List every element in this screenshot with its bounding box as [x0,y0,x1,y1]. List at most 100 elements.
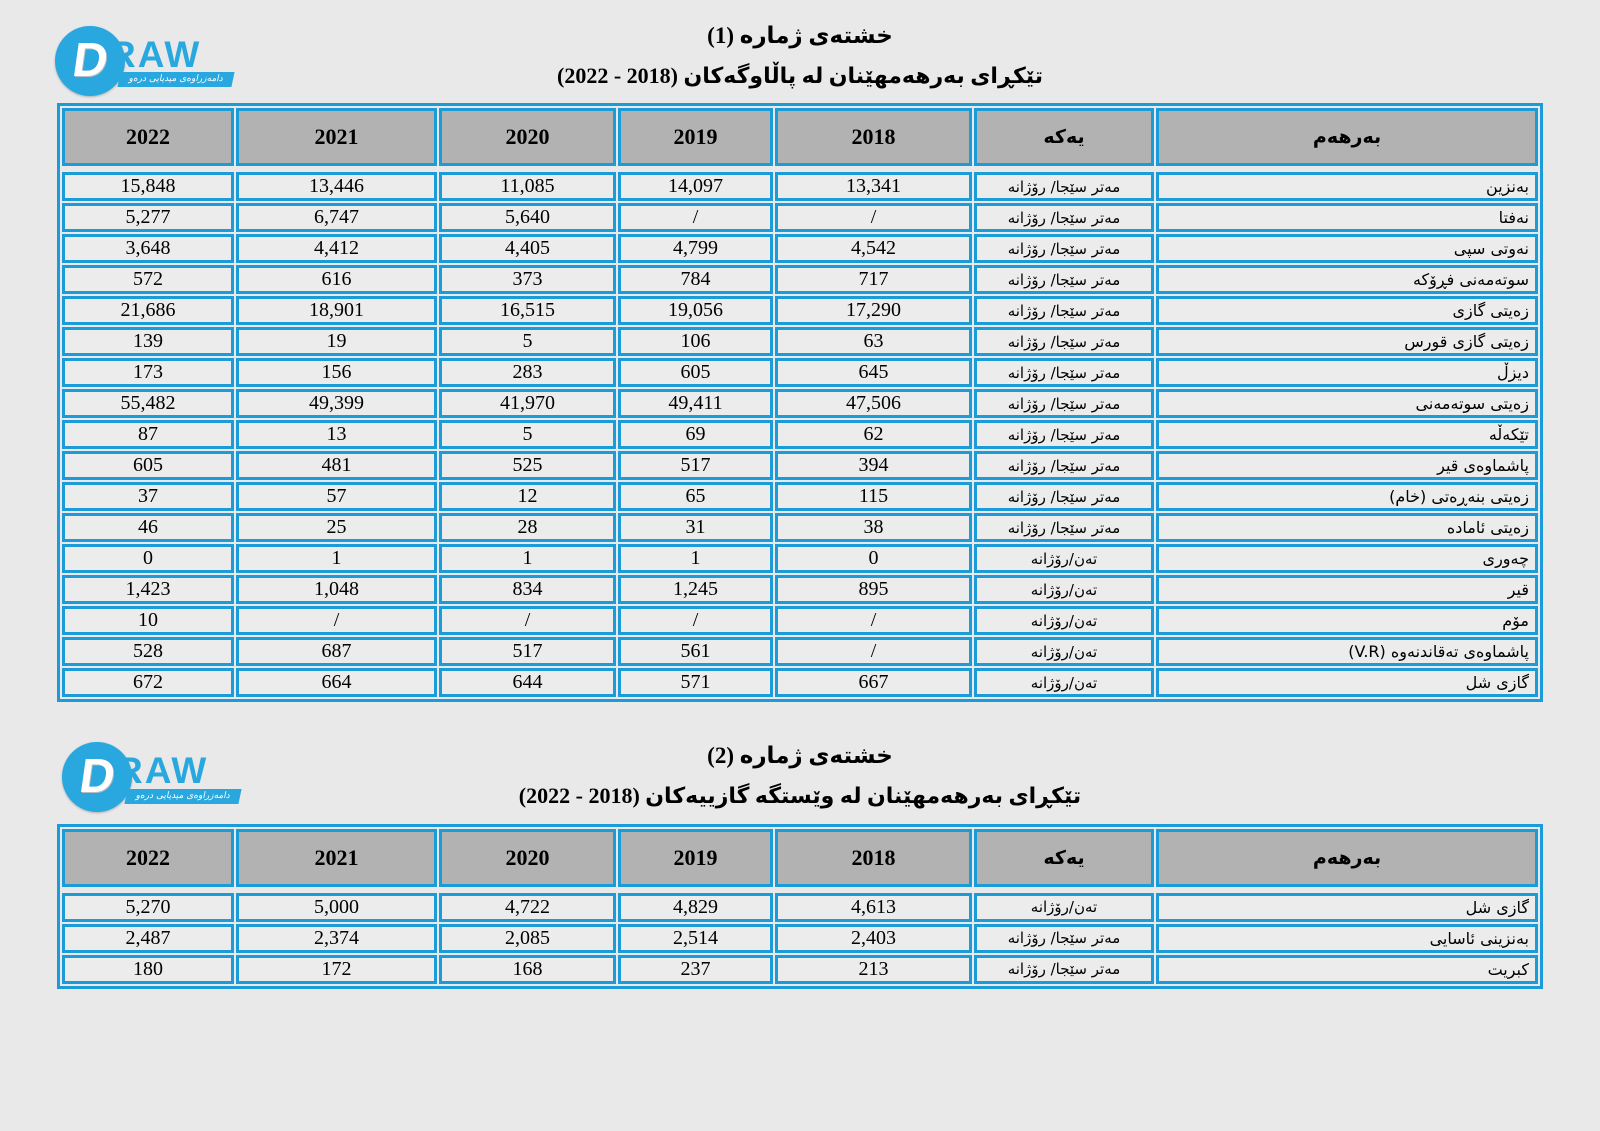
value-cell: 19,056 [618,296,773,326]
table-row: 5,270 5,000 4,722 4,829 4,613 تەن/رۆژانە گازی … [62,892,1538,922]
value-cell: 481 [236,451,437,481]
product-cell: دیزڵ [1156,358,1538,388]
value-cell: 4,542 [775,234,972,264]
column-header: 2018 [775,108,972,167]
value-cell: 373 [439,265,616,295]
column-header: 2021 [236,828,437,887]
unit-cell: مەتر سێجا/ رۆژانە [974,451,1154,481]
value-cell: 283 [439,358,616,388]
table1-titles: خشتەی ژمارە (1) تێکڕای بەرهەمهێنان لە پا… [0,22,1600,89]
unit-cell: مەتر سێجا/ رۆژانە [974,234,1154,264]
table2-title: خشتەی ژمارە (2) [707,743,893,769]
column-header: 2019 [618,108,773,167]
value-cell: 5 [439,327,616,357]
column-header: بەرهەم [1156,828,1538,887]
value-cell: / [439,606,616,636]
product-cell: بەنزین [1156,172,1538,202]
value-cell: 19 [236,327,437,357]
value-cell: 25 [236,513,437,543]
product-cell: نەفتا [1156,203,1538,233]
table-row: 87 13 5 69 62 مەتر سێجا/ رۆژانە تێکەڵە [62,420,1538,450]
value-cell: 49,411 [618,389,773,419]
unit-cell: مەتر سێجا/ رۆژانە [974,389,1154,419]
value-cell: 5,000 [236,892,437,922]
gas-stations-section: D RAW دامەزراوەی میدیایی درەو خشتەی ژمار… [0,742,1600,989]
value-cell: 667 [775,668,972,698]
logo-d-letter: D [76,750,119,804]
value-cell: 173 [62,358,234,388]
logo-raw-text: RAW [109,34,202,75]
value-cell: 115 [775,482,972,512]
product-cell: مۆم [1156,606,1538,636]
value-cell: 17,290 [775,296,972,326]
value-cell: 1 [439,544,616,574]
unit-cell: تەن/رۆژانە [974,892,1154,922]
header-separator [62,168,1538,170]
value-cell: 11,085 [439,172,616,202]
unit-cell: تەن/رۆژانە [974,668,1154,698]
unit-cell: مەتر سێجا/ رۆژانە [974,513,1154,543]
logo-ribbon-text: دامەزراوەی میدیایی درەو [117,72,235,88]
table-row: 180 172 168 237 213 مەتر سێجا/ رۆژانە کبریت [62,954,1538,984]
product-cell: بەنزینی ئاسایی [1156,923,1538,953]
table-row: 46 25 28 31 38 مەتر سێجا/ رۆژانە زەیتی ئامادە [62,513,1538,543]
unit-cell: تەن/رۆژانە [974,575,1154,605]
value-cell: 31 [618,513,773,543]
product-cell: زەیتی ئامادە [1156,513,1538,543]
logo-wordmark: RAW دامەزراوەی میدیایی درەو [116,742,242,804]
value-cell: 28 [439,513,616,543]
value-cell: / [775,203,972,233]
product-cell: زەیتی بنەڕەتی (خام) [1156,482,1538,512]
value-cell: 4,799 [618,234,773,264]
column-header: 2020 [439,108,616,167]
unit-cell: تەن/رۆژانە [974,606,1154,636]
value-cell: 139 [62,327,234,357]
value-cell: 69 [618,420,773,450]
table1-header: 2022 2021 2020 2019 2018 یەکە بەرهەم [62,108,1538,170]
column-header: 2020 [439,828,616,887]
value-cell: 49,399 [236,389,437,419]
value-cell: / [618,203,773,233]
value-cell: 13,446 [236,172,437,202]
value-cell: 644 [439,668,616,698]
table1-title: خشتەی ژمارە (1) [707,23,893,48]
table-row: 173 156 283 605 645 مەتر سێجا/ رۆژانە دیزڵ [62,358,1538,388]
table-row: 605 481 525 517 394 مەتر سێجا/ رۆژانە پاشماوەی… [62,451,1538,481]
product-cell: سوتەمەنی فڕۆکە [1156,265,1538,295]
value-cell: 645 [775,358,972,388]
value-cell: 2,374 [236,923,437,953]
column-header: 2021 [236,108,437,167]
product-cell: پاشماوەی تەقاندنەوە (V.R) [1156,637,1538,667]
table-row: 3,648 4,412 4,405 4,799 4,542 مەتر سێجا/ رۆژا… [62,234,1538,264]
value-cell: 0 [775,544,972,574]
value-cell: 572 [62,265,234,295]
table2-body: 5,270 5,000 4,722 4,829 4,613 تەن/رۆژانە گازی … [62,892,1538,984]
table-row: 15,848 13,446 11,085 14,097 13,341 مەتر سێجا/… [62,172,1538,202]
value-cell: 784 [618,265,773,295]
value-cell: 517 [618,451,773,481]
product-cell: گازی شل [1156,668,1538,698]
value-cell: 213 [775,954,972,984]
refineries-section: D RAW دامەزراوەی میدیایی درەو خشتەی ژمار… [0,22,1600,703]
value-cell: 5,270 [62,892,234,922]
table-row: 10// / / تەن/رۆژانە مۆم [62,606,1538,636]
value-cell: 4,412 [236,234,437,264]
value-cell: 3,648 [62,234,234,264]
value-cell: 10 [62,606,234,636]
product-cell: نەوتی سپی [1156,234,1538,264]
column-header: 2022 [62,828,234,887]
value-cell: 37 [62,482,234,512]
product-cell: چەوری [1156,544,1538,574]
product-cell: زەیتی سوتەمەنی [1156,389,1538,419]
table-row: 1,423 1,048 834 1,245 895 تەن/رۆژانە قیر [62,575,1538,605]
table-row: 2,487 2,374 2,085 2,514 2,403 مەتر سێجا/ رۆژا… [62,923,1538,953]
unit-cell: مەتر سێجا/ رۆژانە [974,923,1154,953]
refineries-production-table: 2022 2021 2020 2019 2018 یەکە بەرهەم 15,848 13,… [57,103,1543,703]
value-cell: 237 [618,954,773,984]
value-cell: 13 [236,420,437,450]
table-row: 37 57 12 65 115 مەتر سێجا/ رۆژانە زەیتی بنەڕەت… [62,482,1538,512]
value-cell: 16,515 [439,296,616,326]
column-header: یەکە [974,828,1154,887]
value-cell: 2,514 [618,923,773,953]
table-row: 0 1 1 1 0 تەن/رۆژانە چەوری [62,544,1538,574]
